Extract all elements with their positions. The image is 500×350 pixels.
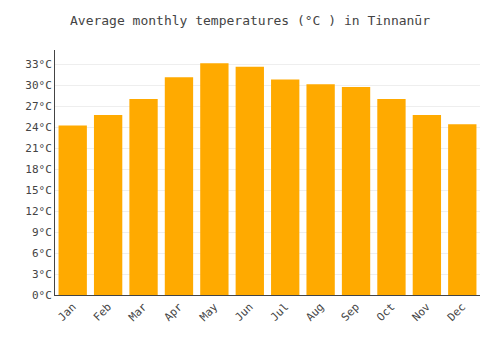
- svg-text:Nov: Nov: [410, 300, 434, 324]
- svg-text:Sep: Sep: [339, 301, 362, 324]
- svg-text:Average monthly temperatures (: Average monthly temperatures (°C ) in Ti…: [70, 13, 430, 28]
- svg-text:Feb: Feb: [91, 301, 114, 324]
- svg-text:15°C: 15°C: [25, 184, 52, 197]
- svg-text:Dec: Dec: [445, 301, 468, 324]
- svg-text:27°C: 27°C: [25, 100, 52, 113]
- svg-text:18°C: 18°C: [25, 163, 52, 176]
- svg-text:30°C: 30°C: [25, 79, 52, 92]
- svg-text:Oct: Oct: [374, 301, 397, 324]
- svg-text:May: May: [197, 300, 221, 324]
- svg-text:3°C: 3°C: [32, 268, 52, 281]
- svg-text:6°C: 6°C: [32, 247, 52, 260]
- svg-text:Jul: Jul: [268, 301, 291, 324]
- svg-text:33°C: 33°C: [25, 58, 52, 71]
- svg-text:21°C: 21°C: [25, 142, 52, 155]
- svg-text:0°C: 0°C: [32, 289, 52, 302]
- svg-text:Jun: Jun: [233, 301, 256, 324]
- svg-text:9°C: 9°C: [32, 226, 52, 239]
- svg-text:Aug: Aug: [303, 301, 326, 324]
- svg-text:Apr: Apr: [162, 300, 186, 324]
- svg-text:Jan: Jan: [55, 301, 78, 324]
- svg-text:24°C: 24°C: [25, 121, 52, 134]
- svg-text:Mar: Mar: [126, 300, 150, 324]
- svg-text:12°C: 12°C: [25, 205, 52, 218]
